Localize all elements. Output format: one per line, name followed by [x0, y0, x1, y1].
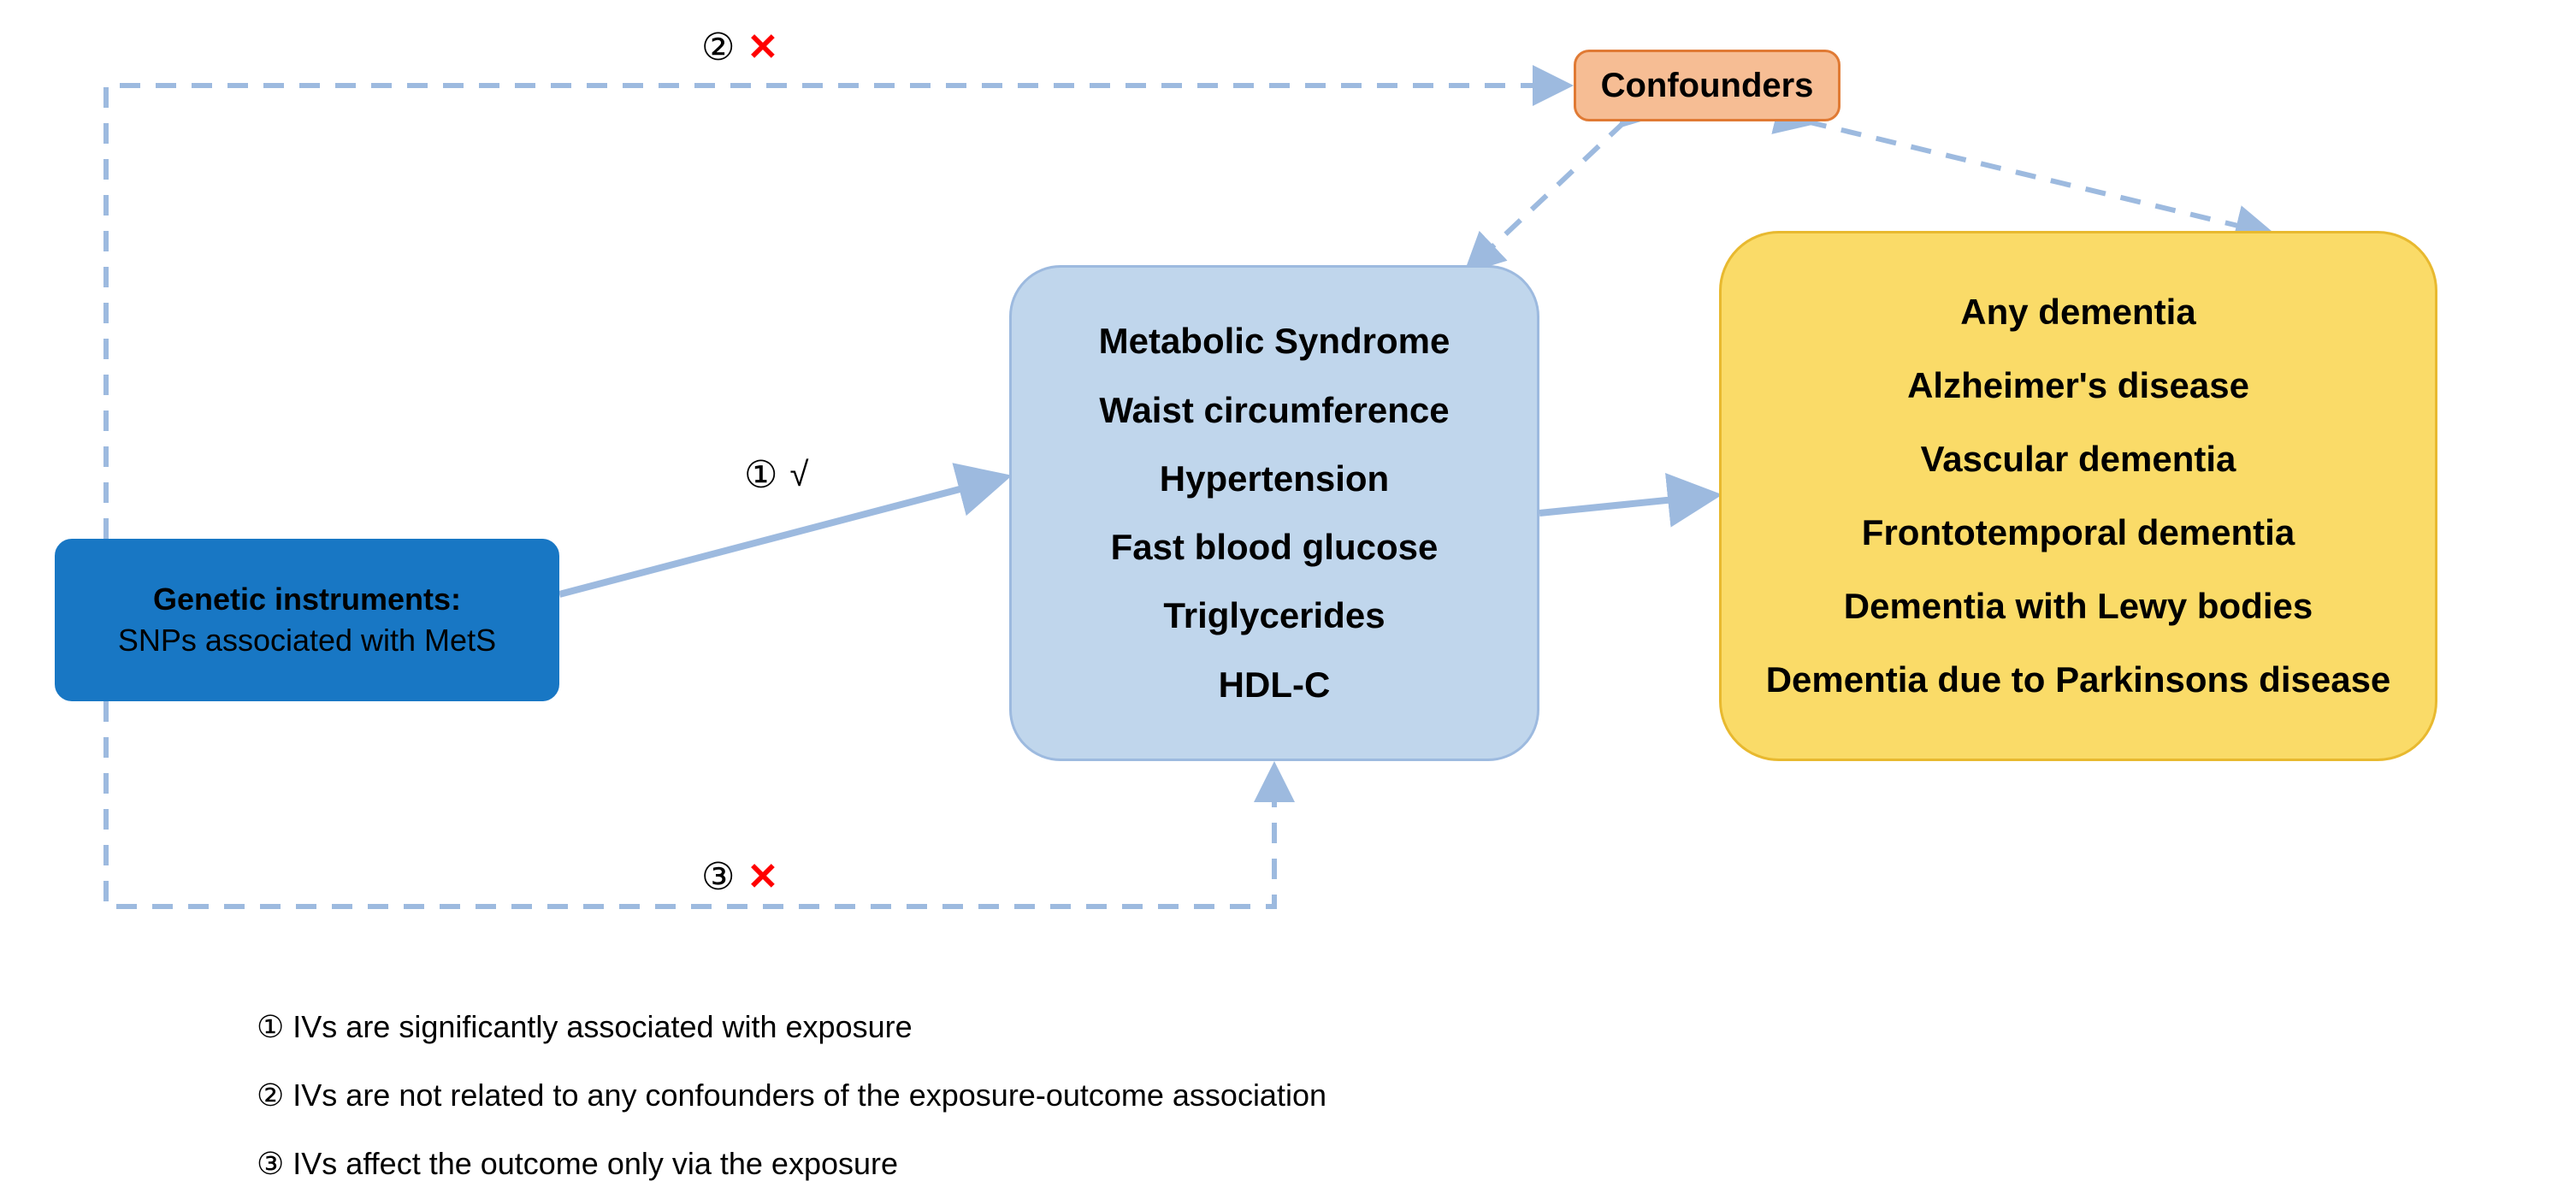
cross-icon: ✕: [747, 855, 778, 899]
box-line: Any dementia: [1960, 292, 2195, 333]
box-line: HDL-C: [1219, 664, 1331, 706]
circled-2: ②: [701, 26, 735, 69]
circled-3: ③: [701, 855, 735, 899]
dashed-arrow: [1806, 121, 2266, 233]
solid-arrow: [1539, 496, 1709, 513]
genetic-instruments-box: Genetic instruments: SNPs associated wit…: [55, 539, 559, 701]
box-line: Waist circumference: [1099, 390, 1449, 431]
box-line: Fast blood glucose: [1111, 527, 1439, 568]
box-line: Metabolic Syndrome: [1099, 321, 1450, 362]
instruments-title: Genetic instruments:: [153, 582, 461, 617]
instruments-subtitle: SNPs associated with MetS: [118, 623, 496, 658]
outcome-box: Any dementia Alzheimer's disease Vascular …: [1719, 231, 2437, 761]
dashed-arrow: [1471, 121, 1625, 267]
legend-item: ② IVs are not related to any confounders…: [257, 1078, 1326, 1113]
confounders-label: Confounders: [1601, 67, 1814, 105]
circled-1: ①: [744, 453, 777, 497]
annotation-3: ③ ✕: [701, 855, 778, 899]
box-line: Dementia with Lewy bodies: [1844, 586, 2313, 627]
box-line: Alzheimer's disease: [1907, 365, 2249, 406]
exposure-box: Metabolic Syndrome Waist circumference Hyp…: [1009, 265, 1539, 761]
confounders-box: Confounders: [1574, 50, 1840, 121]
cross-icon: ✕: [747, 26, 778, 69]
legend-item: ③ IVs affect the outcome only via the ex…: [257, 1146, 898, 1182]
box-line: Frontotemporal dementia: [1862, 512, 2295, 553]
check-icon: √: [789, 456, 808, 494]
legend-item: ① IVs are significantly associated with …: [257, 1009, 913, 1045]
box-line: Hypertension: [1160, 458, 1389, 499]
annotation-2: ② ✕: [701, 26, 778, 69]
annotation-1: ① √: [744, 453, 808, 497]
box-line: Vascular dementia: [1921, 439, 2236, 480]
box-line: Dementia due to Parkinsons disease: [1766, 659, 2391, 700]
box-line: Triglycerides: [1163, 595, 1385, 636]
